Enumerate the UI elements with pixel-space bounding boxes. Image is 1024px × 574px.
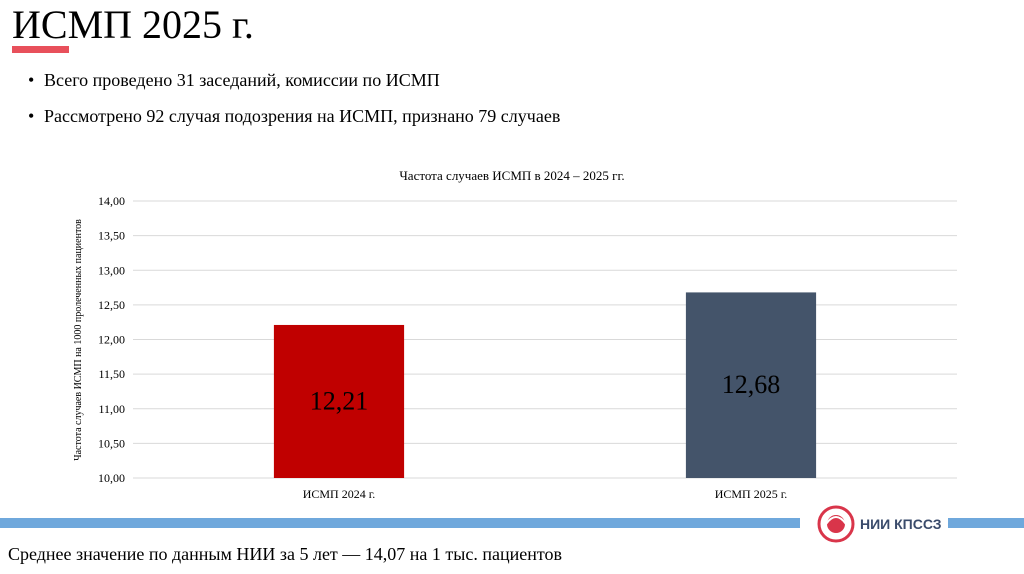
bullet: Всего проведено 31 заседаний, комиссии п… <box>44 70 440 90</box>
y-tick-label: 12,50 <box>98 298 125 312</box>
y-axis-label: Частота случаев ИСМП на 1000 пролеченных… <box>73 219 84 461</box>
x-tick-label: ИСМП 2024 г. <box>303 487 376 501</box>
bullet: Рассмотрено 92 случая подозрения на ИСМП… <box>44 106 560 126</box>
y-tick-label: 10,50 <box>98 436 125 450</box>
y-tick-label: 14,00 <box>98 194 125 208</box>
y-tick-label: 12,00 <box>98 333 125 347</box>
bullet-dot: • <box>28 70 34 90</box>
logo-icon <box>817 505 855 543</box>
slide-title: ИСМП 2025 г. <box>12 2 254 47</box>
data-label: 12,21 <box>310 386 369 415</box>
y-tick-label: 11,50 <box>98 367 125 381</box>
y-tick-label: 13,00 <box>98 263 125 277</box>
y-tick-label: 11,00 <box>98 402 125 416</box>
chart-title: Частота случаев ИСМП в 2024 – 2025 гг. <box>399 168 624 183</box>
footer-stripe <box>948 518 1024 528</box>
y-tick-label: 10,00 <box>98 471 125 485</box>
footer-stripe <box>0 518 800 528</box>
footer-text: Среднее значение по данным НИИ за 5 лет … <box>8 544 562 564</box>
bar <box>685 292 817 478</box>
x-tick-label: ИСМП 2025 г. <box>715 487 788 501</box>
logo-text: НИИ КПССЗ <box>860 516 942 532</box>
data-label: 12,68 <box>722 370 781 399</box>
bar <box>273 324 405 478</box>
bullet-dot: • <box>28 106 34 126</box>
y-tick-label: 13,50 <box>98 229 125 243</box>
title-underline <box>12 46 69 53</box>
